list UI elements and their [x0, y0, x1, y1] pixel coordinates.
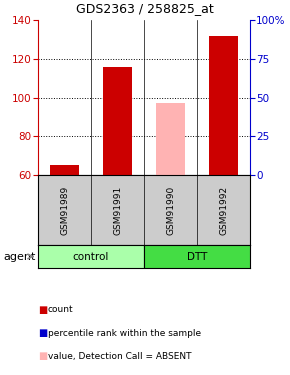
Text: agent: agent [3, 252, 35, 261]
Text: ■: ■ [38, 351, 47, 361]
Bar [103, 66, 132, 175]
Text: count: count [48, 306, 74, 315]
Text: GDS2363 / 258825_at: GDS2363 / 258825_at [76, 2, 214, 15]
Point [62, 0, 67, 6]
Text: GSM91992: GSM91992 [219, 186, 228, 235]
Text: value, Detection Call = ABSENT: value, Detection Call = ABSENT [48, 352, 191, 361]
Text: ■: ■ [38, 328, 47, 338]
Text: GSM91991: GSM91991 [113, 185, 122, 235]
Bar [156, 104, 185, 175]
Text: percentile rank within the sample: percentile rank within the sample [48, 329, 201, 338]
Bar [209, 36, 238, 175]
Bar [50, 165, 79, 175]
Text: DTT: DTT [187, 252, 207, 261]
Text: GSM91990: GSM91990 [166, 185, 175, 235]
Text: ■: ■ [38, 305, 47, 315]
Text: GSM91989: GSM91989 [60, 185, 69, 235]
Text: control: control [73, 252, 109, 261]
